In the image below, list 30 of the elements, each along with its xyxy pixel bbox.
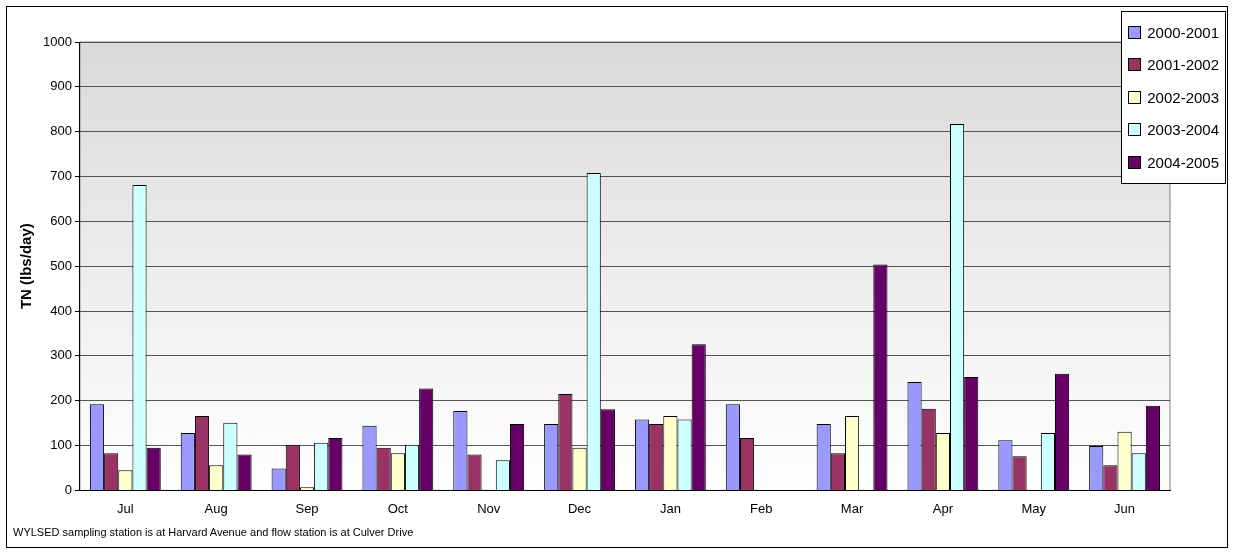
x-tick-label: Dec [567, 500, 592, 516]
x-tick-label: Jun [1114, 500, 1136, 516]
x-tick-label: Apr [932, 500, 954, 516]
legend-label: 2001-2002 [1147, 56, 1219, 74]
x-tick-label: Sep [295, 500, 319, 516]
legend-label: 2003-2004 [1147, 121, 1219, 139]
y-tick-label: 200 [50, 392, 72, 408]
x-tick-label: May [1021, 500, 1047, 516]
legend-label: 2000-2001 [1147, 23, 1219, 41]
x-tick-label: Jul [117, 500, 134, 516]
legend-label: 2002-2003 [1147, 88, 1219, 106]
x-tick-label: Mar [840, 500, 864, 516]
y-tick-label: 300 [50, 347, 72, 363]
x-tick-label: Nov [477, 500, 501, 516]
x-tick-label: Aug [204, 500, 228, 516]
y-tick-label: 400 [50, 302, 72, 318]
y-tick-label: 900 [50, 78, 72, 94]
y-tick-label: 0 [64, 481, 72, 497]
y-tick-label: 600 [50, 212, 72, 228]
y-tick-label: 500 [50, 257, 72, 273]
x-tick-label: Oct [387, 500, 409, 516]
legend-label: 2004-2005 [1147, 153, 1219, 171]
y-tick-label: 700 [50, 168, 72, 184]
y-tick-label: 800 [50, 123, 72, 139]
y-tick-label: 1000 [43, 33, 72, 49]
x-tick-label: Feb [750, 500, 773, 516]
text: WYLSED sampling station is at Harvard Avenue and flow station is at Culver Drive [13, 526, 414, 538]
x-tick-label: Jan [659, 500, 681, 516]
y-axis-title: TN (lbs/day) [17, 223, 35, 310]
y-tick-label: 100 [50, 437, 72, 453]
